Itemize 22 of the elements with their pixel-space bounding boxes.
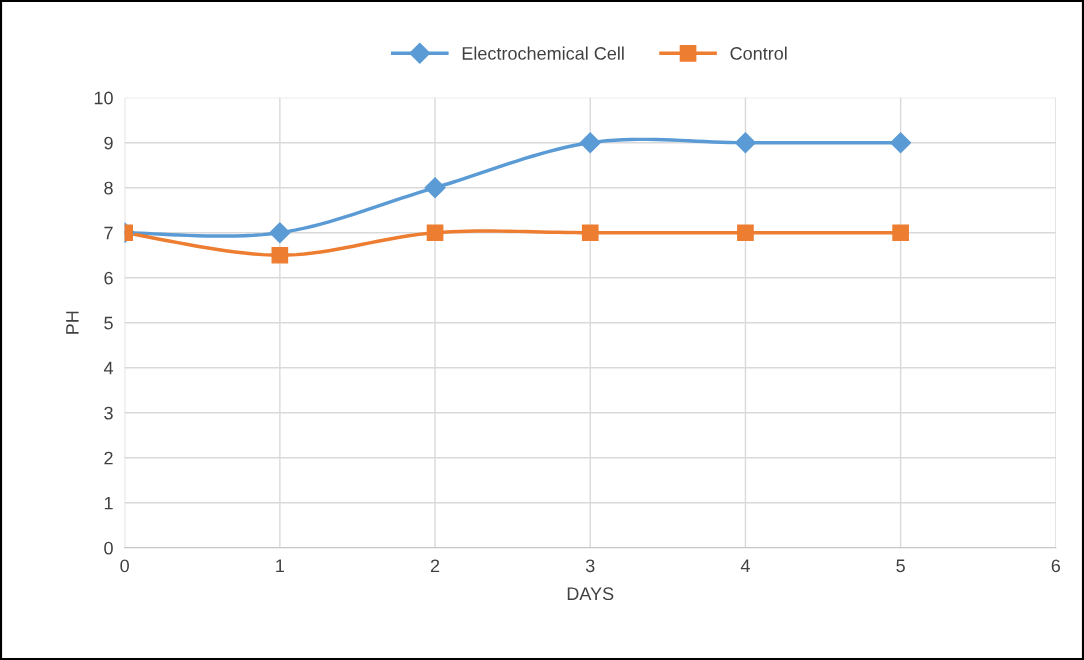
- y-axis-title: PH: [66, 311, 79, 334]
- y-tick-label: 10: [94, 91, 113, 105]
- y-tick-label: 8: [104, 181, 113, 195]
- y-tick-label: 3: [104, 406, 113, 420]
- x-tick-label: 2: [430, 559, 440, 572]
- y-tick-label: 0: [104, 541, 113, 555]
- x-tick-label: 0: [120, 559, 129, 573]
- y-tick-label: 9: [104, 136, 113, 150]
- x-tick-label: 1: [276, 559, 284, 572]
- y-tick-label: 1: [104, 496, 113, 510]
- x-tick-label: 6: [1051, 559, 1061, 573]
- x-axis-title: DAYS: [567, 587, 614, 601]
- legend-label: Control: [730, 46, 787, 60]
- x-tick-label: 4: [740, 559, 750, 572]
- y-tick-label: 7: [104, 226, 113, 240]
- y-tick-label: 5: [104, 316, 113, 330]
- x-tick-label: 5: [896, 559, 905, 573]
- y-tick-label: 2: [104, 451, 113, 465]
- legend-label: Electrochemical Cell: [462, 46, 624, 60]
- y-tick-label: 6: [104, 271, 113, 285]
- x-tick-label: 3: [585, 559, 595, 573]
- y-tick-label: 4: [103, 361, 114, 375]
